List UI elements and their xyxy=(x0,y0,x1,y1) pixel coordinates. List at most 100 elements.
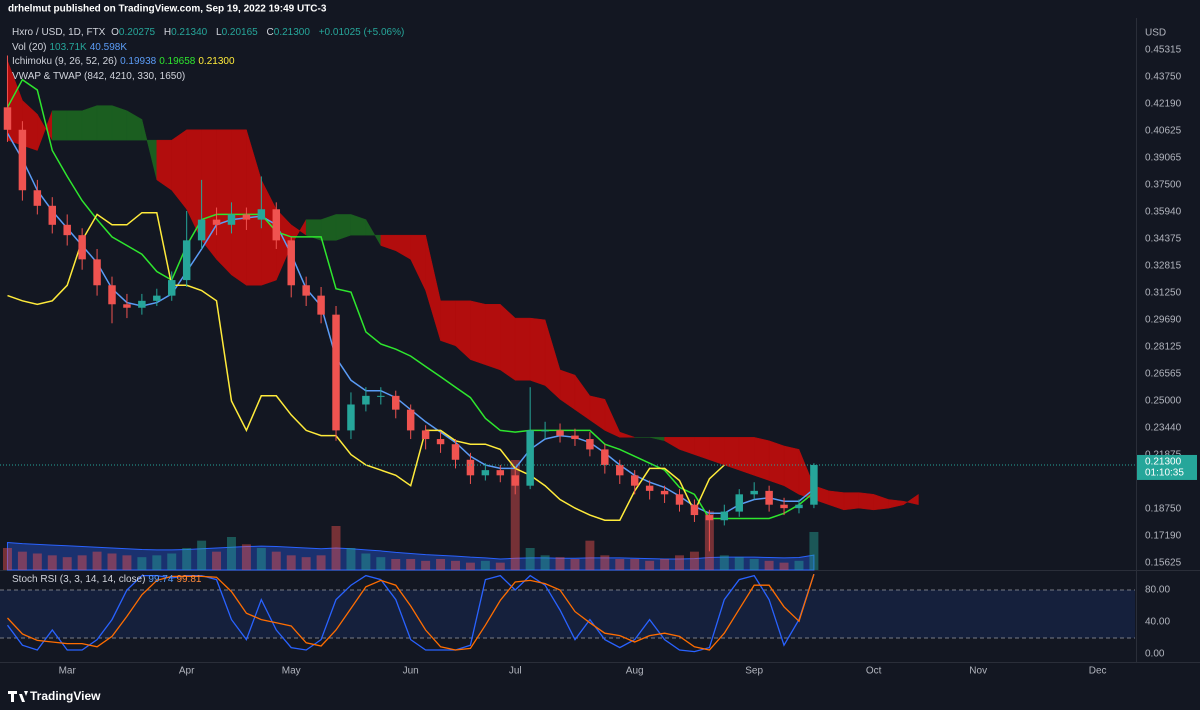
volume-bar xyxy=(734,557,744,570)
candle-body xyxy=(765,490,773,505)
ichimoku-cloud xyxy=(440,300,456,347)
candle-body xyxy=(675,494,684,505)
x-tick-label: Sep xyxy=(745,666,763,677)
candle-body xyxy=(123,304,131,308)
y-tick-label: 0.43750 xyxy=(1145,72,1182,83)
stoch-line xyxy=(6,573,815,653)
volume-bar xyxy=(615,559,625,570)
candle-body xyxy=(496,470,505,476)
x-tick-label: May xyxy=(282,666,301,677)
stoch-value: 99.74 xyxy=(148,574,174,585)
y-tick-label: 0.45315 xyxy=(1145,45,1182,56)
ichimoku-cloud xyxy=(738,437,755,476)
indicator-value: 0.21300 xyxy=(198,56,235,67)
ichimoku-cloud xyxy=(768,440,785,487)
y-tick-label: 0.17190 xyxy=(1145,531,1182,542)
y-tick-label: 0.15625 xyxy=(1145,558,1182,569)
volume-bar xyxy=(376,557,386,570)
y-tick-label: 40.00 xyxy=(1145,617,1170,628)
candle-body xyxy=(93,259,101,286)
volume-bar xyxy=(510,460,520,570)
volume-bar xyxy=(92,551,102,570)
volume-bar xyxy=(585,540,595,570)
last-price-box xyxy=(1137,454,1197,480)
candle-body xyxy=(108,285,116,305)
stoch-title: Stoch RSI (3, 3, 14, 14, close) xyxy=(12,574,146,585)
volume-bar xyxy=(17,551,27,570)
indicator-line xyxy=(7,211,725,521)
stoch-value: 99.81 xyxy=(176,574,202,585)
candle-body xyxy=(272,209,281,241)
ichimoku-cloud xyxy=(96,105,113,141)
last-price-label: 0.21300 xyxy=(1145,457,1182,468)
volume-ma-area xyxy=(6,541,815,571)
volume-bar xyxy=(2,548,12,570)
ohlc-value: 0.21340 xyxy=(171,27,208,38)
ichimoku-cloud xyxy=(66,110,83,141)
y-tick-label: 0.00 xyxy=(1145,649,1165,660)
candle-body xyxy=(138,300,146,308)
volume-bar xyxy=(675,555,684,570)
volume-bar xyxy=(47,555,57,570)
candle-body xyxy=(78,235,86,260)
y-tick-label: 0.42190 xyxy=(1145,99,1182,110)
volume-bar xyxy=(570,559,580,570)
currency: USD xyxy=(1145,28,1166,39)
volume-bar xyxy=(779,562,789,570)
candle-body xyxy=(571,435,579,440)
candle-body xyxy=(690,504,699,516)
indicator-row: VWAP & TWAP (842, 4210, 330, 1650) xyxy=(12,70,407,85)
candle-body xyxy=(541,430,549,432)
candle-body xyxy=(466,459,475,476)
y-tick-label: 0.28125 xyxy=(1145,342,1182,353)
y-tick-label: 0.32815 xyxy=(1145,261,1182,272)
candle-body xyxy=(242,214,251,220)
volume-bar xyxy=(77,555,87,570)
ohlc-item: O0.20275 xyxy=(111,27,158,38)
candle-body xyxy=(735,494,743,512)
candle-body xyxy=(436,439,445,445)
volume-bar xyxy=(406,559,416,570)
volume-bar xyxy=(212,551,222,570)
countdown-label: 01:10:35 xyxy=(1145,468,1184,479)
volume-bar xyxy=(495,562,505,570)
indicator-value: 0.19658 xyxy=(159,56,196,67)
ohlc-value: 0.21300 xyxy=(273,27,310,38)
x-tick-label: Nov xyxy=(969,666,987,677)
volume-bar xyxy=(137,557,147,570)
ohlc-item: L0.20165 xyxy=(216,27,261,38)
volume-bar xyxy=(689,551,699,570)
stoch-band xyxy=(0,590,1135,638)
ohlc-value: 0.20275 xyxy=(118,27,156,38)
candle-body xyxy=(421,430,430,440)
volume-bar xyxy=(421,560,431,570)
volume-bar xyxy=(346,548,356,570)
ohlc-label: H xyxy=(163,27,172,38)
volume-bar xyxy=(630,559,640,570)
volume-bar xyxy=(227,537,236,570)
volume-bar xyxy=(182,548,192,570)
volume-bar xyxy=(540,555,550,570)
candle-body xyxy=(362,395,370,405)
candle-body xyxy=(168,280,176,296)
candle-body xyxy=(556,430,564,436)
candle-body xyxy=(750,490,758,495)
volume-bar xyxy=(256,548,266,570)
candle-body xyxy=(317,295,325,315)
candle-body xyxy=(197,219,206,241)
ichimoku-cloud xyxy=(753,436,770,481)
candle-body xyxy=(451,444,460,460)
indicator-name: VWAP & TWAP (842, 4210, 330, 1650) xyxy=(12,70,186,82)
x-tick-label: Aug xyxy=(626,666,644,677)
y-tick-label: 0.35940 xyxy=(1145,207,1182,218)
candle-body xyxy=(227,214,236,225)
candle-body xyxy=(392,395,400,410)
ohlc-value: 0.20165 xyxy=(221,27,258,38)
x-tick-label: Oct xyxy=(866,666,882,677)
y-tick-label: 0.18750 xyxy=(1145,504,1182,515)
change: +0.01025 (+5.06%) xyxy=(318,27,405,38)
volume-bar xyxy=(107,553,117,570)
ichimoku-cloud xyxy=(111,105,128,141)
